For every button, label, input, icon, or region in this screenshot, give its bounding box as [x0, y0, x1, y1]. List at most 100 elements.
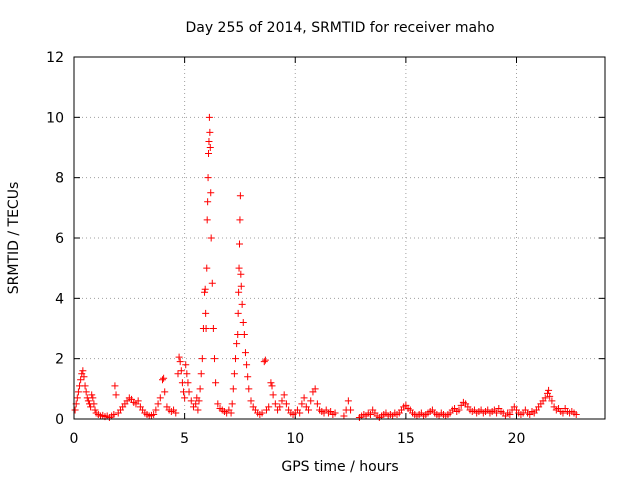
y-tick-label: 8 — [55, 171, 64, 187]
data-point — [241, 349, 249, 357]
y-tick-label: 2 — [55, 352, 64, 368]
data-point — [267, 379, 275, 387]
data-point — [208, 279, 216, 287]
data-point — [204, 174, 212, 182]
data-point — [237, 282, 245, 290]
data-point — [244, 373, 252, 381]
chart-title: Day 255 of 2014, SRMTID for receiver mah… — [185, 20, 494, 36]
x-axis-label: GPS time / hours — [281, 459, 398, 475]
data-point — [195, 397, 203, 405]
data-point — [234, 331, 242, 339]
x-tick-label: 10 — [286, 431, 304, 447]
data-point — [300, 394, 308, 402]
data-point — [177, 367, 185, 375]
data-point — [74, 388, 82, 396]
data-point — [546, 392, 554, 400]
data-point — [80, 373, 88, 381]
data-point — [181, 394, 189, 402]
data-point — [134, 397, 142, 405]
data-point — [82, 388, 90, 396]
data-points — [71, 113, 580, 421]
grid-lines — [74, 57, 605, 419]
data-point — [541, 394, 549, 402]
data-point — [237, 270, 245, 278]
data-point — [112, 391, 120, 399]
data-point — [187, 397, 195, 405]
data-point — [234, 309, 242, 317]
data-point — [110, 410, 118, 418]
data-point — [192, 400, 200, 408]
data-point — [160, 374, 168, 382]
data-point — [203, 216, 211, 224]
plot-frame — [73, 56, 606, 420]
data-point — [268, 382, 276, 390]
data-point — [572, 410, 580, 418]
data-point — [176, 358, 184, 366]
data-point — [230, 370, 238, 378]
data-point — [202, 309, 210, 317]
data-point — [366, 410, 374, 418]
data-point — [239, 318, 247, 326]
y-axis-label: SRMTID / TECUs — [6, 182, 22, 295]
data-point — [81, 382, 89, 390]
data-point — [347, 406, 355, 414]
data-point — [559, 409, 567, 417]
data-point — [235, 288, 243, 296]
y-tick-label: 0 — [55, 412, 64, 428]
data-point — [229, 385, 237, 393]
data-point — [493, 409, 501, 417]
y-tick-labels: 0 2 4 6 8 10 12 — [46, 50, 64, 428]
data-point — [265, 403, 273, 411]
data-point — [154, 400, 162, 408]
data-point — [311, 385, 319, 393]
data-point — [205, 113, 213, 121]
data-point — [233, 340, 241, 348]
data-point — [184, 379, 192, 387]
data-point — [236, 192, 244, 200]
data-point — [258, 409, 266, 417]
data-point — [235, 240, 243, 248]
data-point — [313, 400, 321, 408]
data-point — [172, 409, 180, 417]
data-point — [276, 403, 284, 411]
data-point — [269, 391, 277, 399]
data-point — [298, 400, 306, 408]
data-point — [84, 397, 92, 405]
data-point — [203, 264, 211, 272]
data-point — [91, 406, 99, 414]
y-tick-label: 4 — [55, 291, 64, 307]
data-point — [159, 376, 166, 384]
data-point — [260, 358, 268, 366]
data-point — [183, 370, 191, 378]
data-point — [207, 189, 215, 197]
data-point — [182, 361, 190, 369]
data-point — [194, 406, 202, 414]
data-point — [185, 388, 193, 396]
data-point — [206, 144, 214, 151]
y-tick-label: 6 — [55, 231, 64, 247]
data-point — [79, 367, 87, 375]
data-point — [152, 406, 160, 414]
data-point — [238, 300, 246, 308]
y-tick-label: 10 — [46, 110, 64, 126]
axis-ticks — [73, 56, 605, 420]
data-point — [197, 370, 205, 378]
data-point — [150, 410, 158, 418]
x-tick-label: 20 — [508, 431, 526, 447]
data-point — [77, 376, 85, 384]
data-point — [455, 406, 463, 414]
data-point — [204, 198, 212, 206]
data-point — [71, 406, 79, 414]
data-point — [206, 128, 214, 136]
data-point — [201, 285, 209, 293]
data-point — [331, 409, 339, 417]
data-point — [261, 356, 269, 364]
data-point — [202, 325, 210, 332]
x-tick-label: 5 — [180, 431, 189, 447]
data-point — [243, 361, 251, 369]
data-point — [271, 400, 279, 408]
data-point — [87, 403, 95, 411]
data-point — [296, 409, 304, 417]
data-point — [210, 355, 218, 363]
